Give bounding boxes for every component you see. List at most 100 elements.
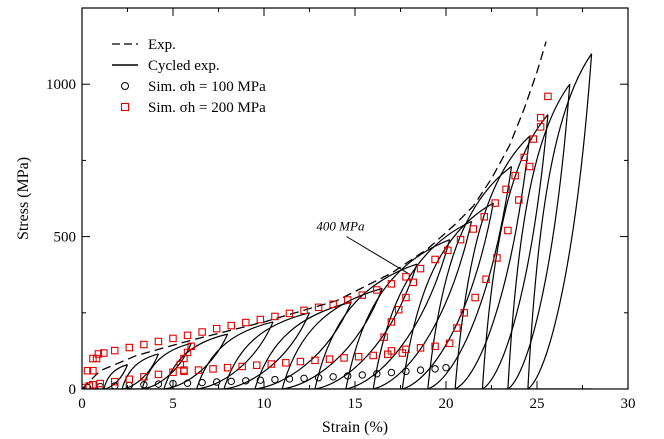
sim-200-point <box>491 199 499 207</box>
cycled-exp-unloading-7 <box>282 288 383 389</box>
sim-200-point <box>520 153 529 162</box>
sim-200-point <box>398 349 407 357</box>
legend-label: Cycled exp. <box>148 58 220 74</box>
sim-200-point <box>83 366 92 375</box>
exp-dashed-curve <box>82 41 547 389</box>
cycled-exp-unloading-12 <box>427 166 513 389</box>
x-tick-label: 0 <box>78 396 86 412</box>
legend-symbol-square <box>120 102 130 112</box>
sim-100-point <box>344 372 352 380</box>
sim-200-point <box>223 363 232 372</box>
sim-100-point <box>373 370 381 378</box>
cycled-exp-unloading-14 <box>482 114 549 389</box>
sim-200-point <box>154 370 163 379</box>
sim-200-point <box>493 254 501 262</box>
sim-100-point <box>198 378 206 387</box>
sim-200-point <box>504 226 512 235</box>
x-tick-label: 15 <box>348 396 363 412</box>
sim-100-point <box>314 374 323 382</box>
legend-label: Sim. σh = 100 MPa <box>148 79 266 95</box>
sim-200-point <box>536 113 545 122</box>
sim-200-point <box>125 343 134 352</box>
sim-100-point <box>329 373 337 381</box>
sim-100-point <box>212 378 221 386</box>
sim-200-point <box>271 312 279 321</box>
cycled-exp-loading-0 <box>103 364 128 389</box>
sim-200-point <box>169 334 177 343</box>
sim-200-point <box>502 185 510 194</box>
cycled-exp-loading-9 <box>345 239 450 389</box>
sim-200-point <box>125 375 134 383</box>
sim-100-point <box>183 379 192 387</box>
sim-200-point <box>380 333 388 341</box>
cycled-exp-unloading-16 <box>527 53 593 389</box>
cycled-exp-unloading-1 <box>121 353 159 389</box>
sim-200-point <box>198 328 206 336</box>
sim-100-point <box>111 382 119 389</box>
sim-200-point <box>456 235 465 244</box>
sim-200-point <box>314 303 323 312</box>
sim-200-point <box>296 357 305 366</box>
cycled-exp-loading-7 <box>281 287 383 389</box>
sim-200-point <box>252 361 261 369</box>
y-tick-label: 0 <box>69 382 77 398</box>
sim-200-point <box>212 324 221 333</box>
sim-100-point <box>271 375 279 384</box>
sim-200-point <box>369 351 377 360</box>
sim-200-point <box>194 366 203 374</box>
sim-100-point <box>227 377 235 386</box>
legend-label: Sim. σh = 200 MPa <box>148 100 266 116</box>
sim-200-point <box>140 340 148 349</box>
sim-200-point <box>445 339 454 348</box>
sim-100-point <box>300 374 308 383</box>
sim-100-point <box>256 376 265 384</box>
sim-200-point <box>511 171 519 180</box>
legend-symbol-circle <box>121 82 129 90</box>
cycled-exp-loading-4 <box>196 321 274 389</box>
cycled-exp-unloading-9 <box>345 239 451 389</box>
sim-200-point <box>453 324 461 332</box>
sim-200-point <box>358 291 367 299</box>
cycled-exp-unloading-6 <box>254 301 352 389</box>
x-axis-label: Strain (%) <box>322 419 388 436</box>
sim-200-point <box>515 196 523 204</box>
sim-200-point <box>238 362 246 371</box>
y-tick-label: 500 <box>54 230 77 246</box>
sim-200-point <box>525 162 534 171</box>
cycled-exp-loading-8 <box>314 263 418 389</box>
cycled-exp-loading-6 <box>254 301 352 389</box>
sim-200-point <box>92 354 101 363</box>
x-tick-label: 30 <box>621 396 636 412</box>
sim-100-point <box>431 365 439 373</box>
sim-200-point <box>416 344 425 352</box>
sim-200-point <box>227 321 235 330</box>
cycled-exp-loading-14 <box>481 114 549 389</box>
cycled-exp-unloading-8 <box>314 263 418 389</box>
sim-200-point <box>416 264 425 273</box>
sim-200-point <box>180 366 188 374</box>
sim-200-point <box>329 300 337 309</box>
sim-200-point <box>154 337 163 346</box>
sim-100-point <box>416 366 425 374</box>
sim-200-point <box>100 349 108 357</box>
sim-200-point <box>140 373 148 381</box>
sim-100-point <box>242 377 250 385</box>
legend: Exp. Cycled exp. Sim. σh = 100 MPa Sim. σh … <box>112 37 266 116</box>
sim-200-point <box>85 382 94 389</box>
cycled-exp-loading-3 <box>163 333 228 389</box>
cycled-exp-unloading-3 <box>163 333 229 389</box>
sim-200-point <box>409 278 417 287</box>
x-tick-label: 20 <box>439 396 454 412</box>
annotation-arrow <box>346 236 409 274</box>
sim-200-point <box>96 379 104 388</box>
annotation-text: 400 MPa <box>316 219 365 234</box>
sim-200-point <box>282 359 290 367</box>
cycled-exp-loading-2 <box>141 342 192 389</box>
x-tick-label: 25 <box>530 396 545 412</box>
sim-200-point <box>242 318 250 327</box>
axes: 0 5 10 15 20 25 30 0 500 1000 Strain (%) Stress (MP… <box>15 7 636 436</box>
sim-200-point <box>460 309 468 317</box>
sim-200-point <box>402 293 410 302</box>
sim-100-point <box>140 381 148 389</box>
sim-200-point <box>311 356 319 365</box>
